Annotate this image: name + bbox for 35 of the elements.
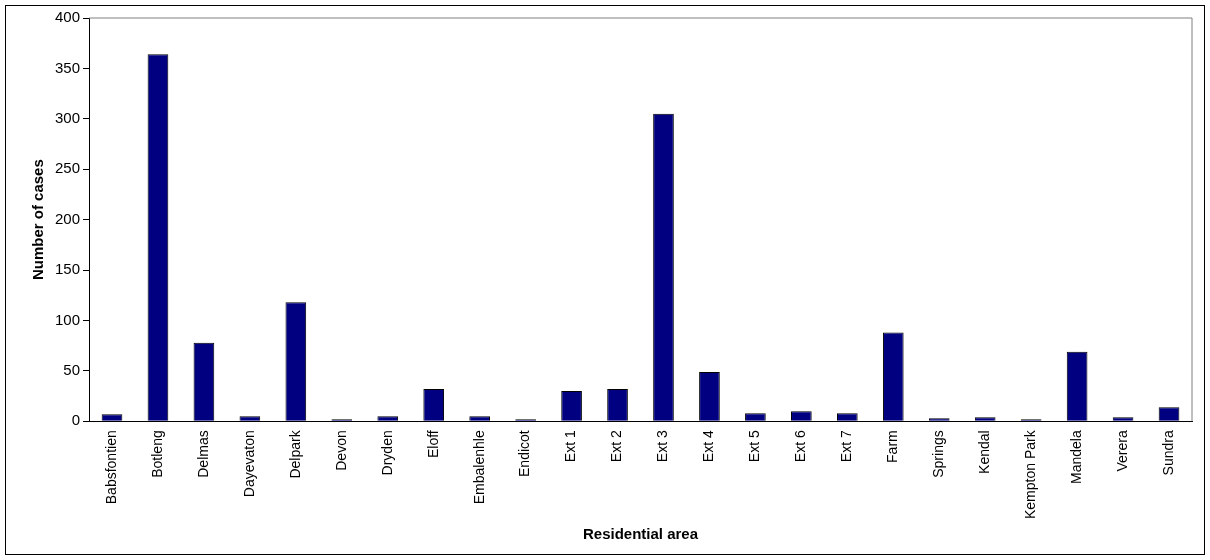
y-axis-title: Number of cases [29, 159, 47, 281]
x-tick-label: Eloff [424, 430, 441, 459]
x-tick-label: Ext 7 [838, 430, 855, 463]
y-tick-label: 300 [55, 108, 81, 126]
x-tick-label: Dryden [378, 430, 395, 476]
x-axis-title: Residential area [582, 525, 699, 543]
x-tick-label: Devon [332, 430, 349, 471]
y-tick-label: 0 [71, 411, 81, 429]
x-tick-label: Sundra [1159, 430, 1176, 476]
y-tick-label: 150 [55, 260, 81, 278]
x-tick-label: Embalenhle [470, 430, 487, 505]
x-tick-label: Delmas [194, 430, 211, 478]
x-tick-label: Delpark [286, 429, 303, 479]
x-tick-label: Ext 5 [746, 430, 763, 463]
y-tick-label: 400 [55, 8, 81, 26]
x-tick-label: Botleng [148, 430, 165, 478]
x-tick-label: Babsfontien [102, 430, 119, 505]
x-tick-label: Dayevaton [240, 430, 257, 498]
x-tick-label: Ext 6 [792, 430, 809, 463]
x-tick-label: Endicot [516, 430, 533, 477]
x-tick-label: Mandela [1067, 430, 1084, 484]
x-tick-label: Farm [884, 430, 901, 463]
x-tick-label: Verera [1113, 430, 1130, 472]
y-tick-label: 250 [55, 159, 81, 177]
y-tick-label: 100 [55, 310, 81, 328]
x-tick-label: Springs [930, 430, 947, 478]
x-tick-label: Ext 3 [654, 430, 671, 463]
y-tick-label: 50 [63, 361, 81, 379]
x-tick-label: Ext 2 [608, 430, 625, 463]
x-tick-label: Ext 4 [700, 430, 717, 463]
y-tick-label: 350 [55, 58, 81, 76]
x-tick-label: Kempton Park [1022, 429, 1039, 520]
x-tick-label: Ext 1 [562, 430, 579, 463]
y-tick-label: 200 [55, 209, 81, 227]
x-tick-label: Kendal [976, 430, 993, 474]
